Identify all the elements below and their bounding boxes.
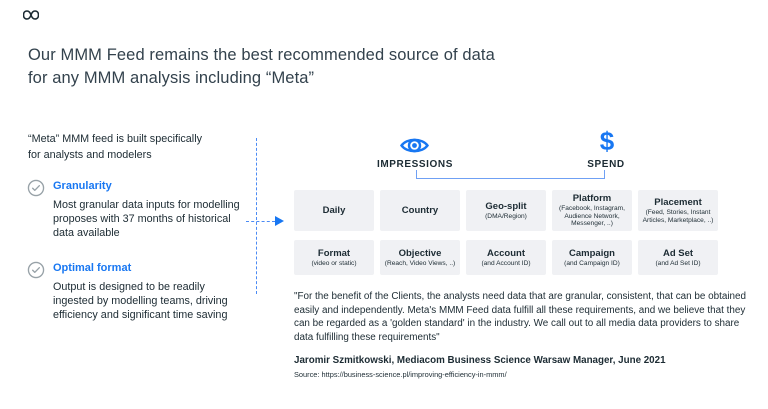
quote-text: "For the benefit of the Clients, the ana… bbox=[294, 290, 746, 344]
grid-cell-country: Country bbox=[380, 190, 460, 231]
grid-cell-subtitle: (and Account ID) bbox=[481, 259, 531, 267]
dashed-divider-line bbox=[256, 138, 257, 294]
bullet-text-line: proposes with 37 months of historical bbox=[53, 213, 231, 225]
intro-line: for analysts and modelers bbox=[28, 148, 152, 161]
quote-line: "For the benefit of the Clients, the ana… bbox=[294, 291, 747, 302]
spend-label: SPEND bbox=[587, 159, 625, 170]
bullet-label: Granularity bbox=[53, 180, 112, 192]
quote-line: can be regarded as a 'golden standard' i… bbox=[294, 318, 740, 330]
flow-arrow-icon bbox=[275, 216, 284, 226]
bullet-optimal-format: Optimal format Output is designed to be … bbox=[27, 260, 252, 322]
quote-line: data fulfilling these requirements" bbox=[294, 331, 440, 343]
grid-cell-title: Daily bbox=[322, 204, 346, 216]
grid-cell-subtitle: (and Ad Set ID) bbox=[655, 259, 701, 267]
check-circle-icon bbox=[27, 261, 45, 279]
metrics-bracket bbox=[416, 170, 605, 179]
bullet-granularity: Granularity Most granular data inputs fo… bbox=[27, 178, 252, 240]
page-title: Our MMM Feed remains the best recommende… bbox=[28, 44, 548, 90]
grid-cell-campaign: Campaign (and Campaign ID) bbox=[552, 240, 632, 275]
grid-cell-title: Country bbox=[401, 204, 439, 216]
grid-cell-title: Geo-split bbox=[485, 200, 527, 212]
grid-cell-objective: Objective (Reach, Video Views, ..) bbox=[380, 240, 460, 275]
grid-cell-title: Objective bbox=[398, 247, 442, 259]
grid-cell-title: Campaign bbox=[569, 247, 615, 259]
bullet-text-line: Most granular data inputs for modelling bbox=[53, 199, 240, 211]
data-grid: Daily Country Geo-split (DMA/Region) Pla… bbox=[294, 190, 718, 275]
intro-line: “Meta” MMM feed is built specifically bbox=[28, 133, 202, 145]
grid-cell-title: Format bbox=[317, 247, 351, 259]
grid-cell-subtitle: (Feed, Stories, Instant Articles, Market… bbox=[642, 208, 714, 224]
source-text: Source: https://business-science.pl/impr… bbox=[294, 370, 507, 379]
bullet-label: Optimal format bbox=[53, 262, 132, 274]
quote-line: easily and independently. Meta's MMM Fee… bbox=[294, 304, 746, 316]
page-title-line: for any MMM analysis including “Meta” bbox=[28, 69, 315, 87]
dollar-icon: $ bbox=[599, 126, 615, 156]
grid-cell-format: Format (video or static) bbox=[294, 240, 374, 275]
meta-logo-icon bbox=[22, 7, 40, 25]
grid-cell-platform: Platform (Facebook, Instagram, Audience … bbox=[552, 190, 632, 231]
grid-cell-ad-set: Ad Set (and Ad Set ID) bbox=[638, 240, 718, 275]
impressions-label: IMPRESSIONS bbox=[376, 159, 454, 170]
bullet-text-line: ingested by modelling teams, driving bbox=[53, 295, 228, 307]
grid-cell-title: Ad Set bbox=[662, 247, 694, 259]
eye-icon bbox=[400, 135, 429, 161]
bullet-text-line: Output is designed to be readily bbox=[53, 281, 205, 293]
grid-cell-title: Placement bbox=[654, 196, 702, 208]
grid-cell-subtitle: (Reach, Video Views, ..) bbox=[384, 259, 456, 267]
grid-cell-placement: Placement (Feed, Stories, Instant Articl… bbox=[638, 190, 718, 231]
bullet-text-line: data available bbox=[53, 227, 120, 239]
grid-cell-title: Account bbox=[487, 247, 525, 259]
grid-cell-geo-split: Geo-split (DMA/Region) bbox=[466, 190, 546, 231]
attribution-text: Jaromir Szmitkowski, Mediacom Business S… bbox=[294, 355, 666, 366]
grid-cell-title: Platform bbox=[572, 192, 612, 204]
grid-cell-subtitle: (and Campaign ID) bbox=[564, 259, 620, 267]
grid-cell-subtitle: (DMA/Region) bbox=[485, 212, 527, 220]
bullet-text-line: efficiency and significant time saving bbox=[53, 309, 228, 321]
grid-cell-account: Account (and Account ID) bbox=[466, 240, 546, 275]
intro-text: “Meta” MMM feed is built specifically fo… bbox=[28, 132, 243, 163]
grid-cell-subtitle: (video or static) bbox=[311, 259, 357, 267]
flow-arrow-dashed-line bbox=[246, 221, 275, 222]
check-circle-icon bbox=[27, 179, 45, 197]
page-title-line: Our MMM Feed remains the best recommende… bbox=[28, 46, 495, 64]
grid-cell-subtitle: (Facebook, Instagram, Audience Network, … bbox=[559, 204, 625, 228]
grid-cell-daily: Daily bbox=[294, 190, 374, 231]
